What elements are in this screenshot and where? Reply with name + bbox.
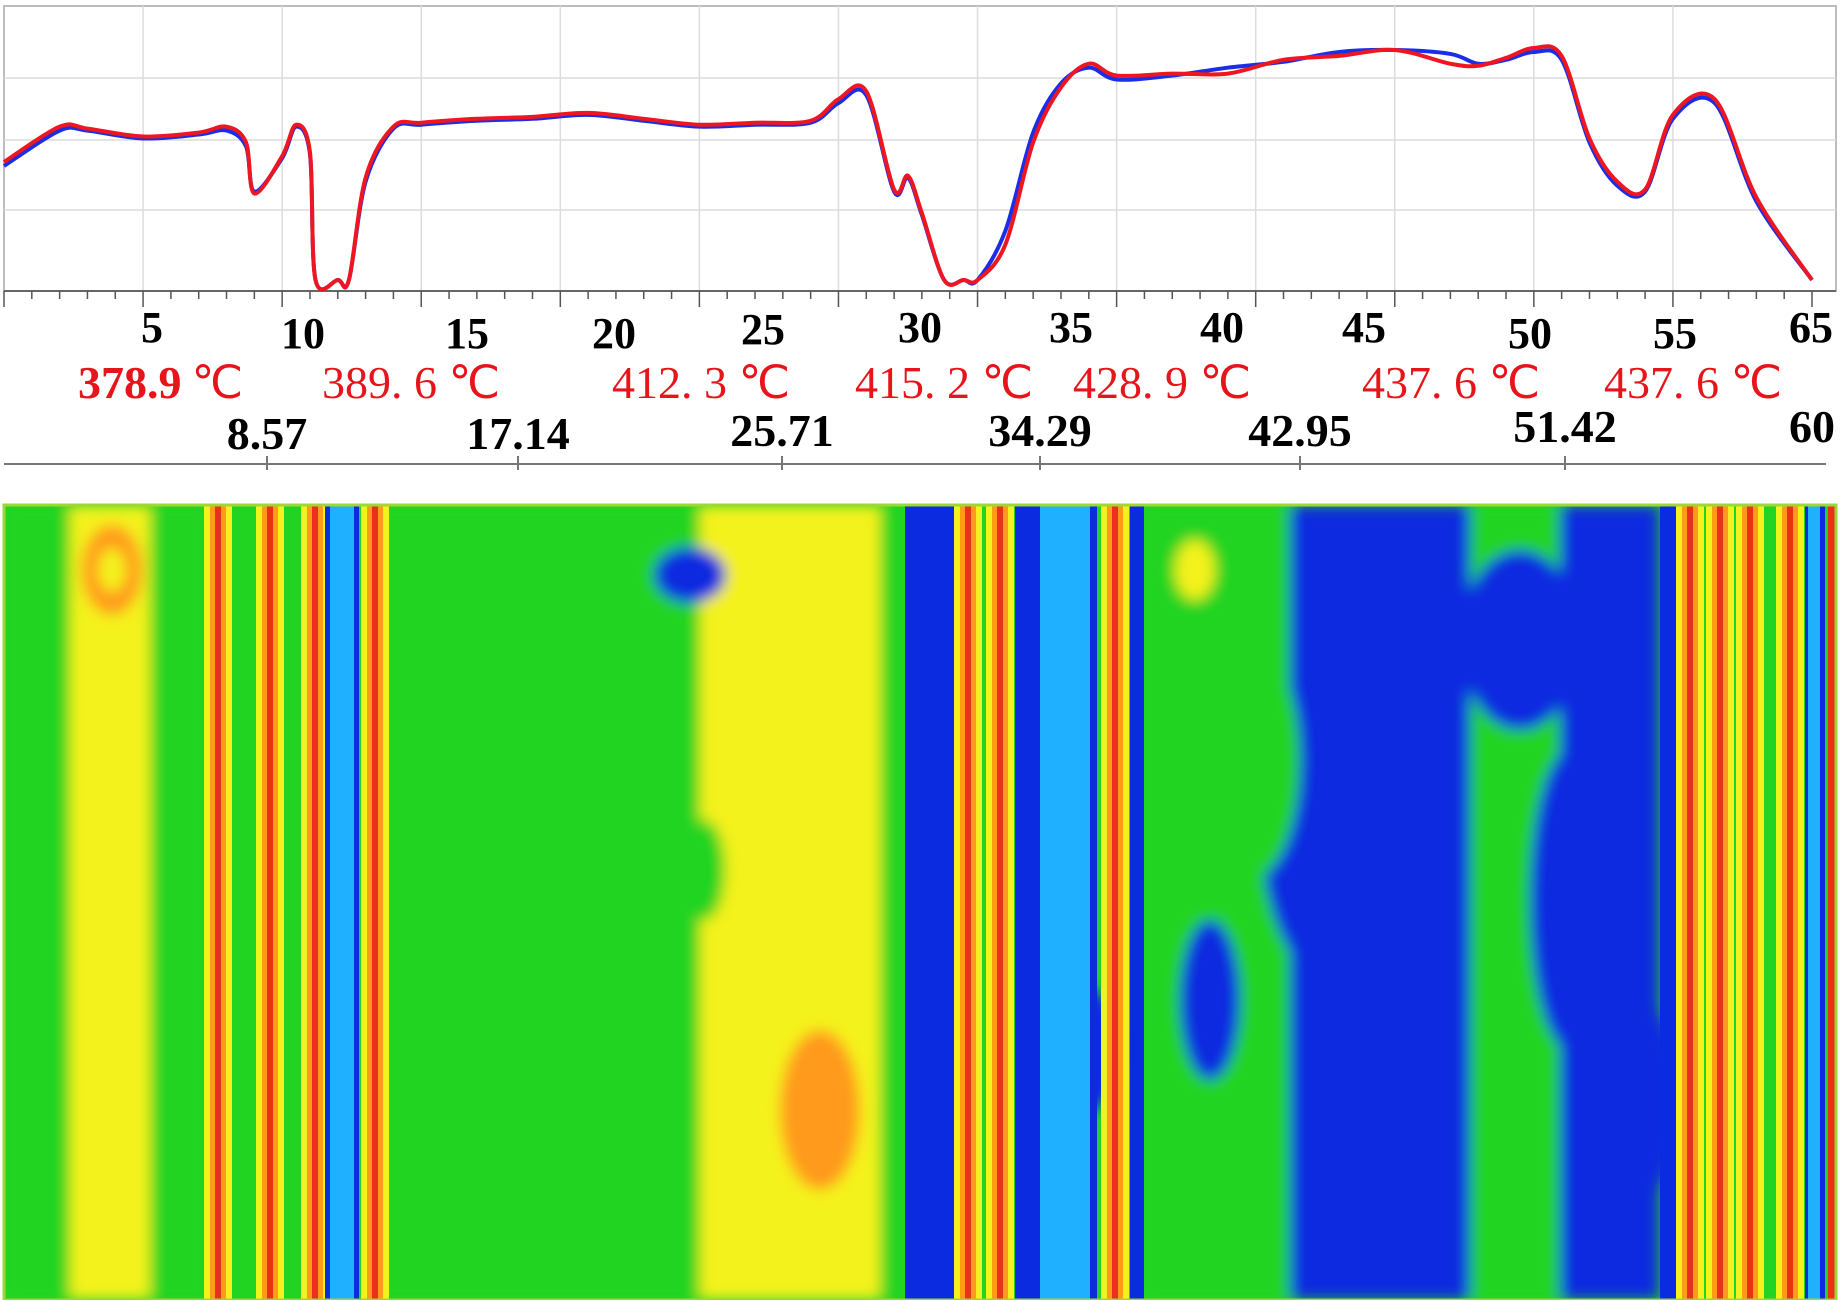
position-label-5: 42.95 bbox=[1248, 405, 1352, 456]
tick-label-65: 65 bbox=[1789, 303, 1833, 352]
tick-label-15: 15 bbox=[445, 309, 489, 358]
tick-label-20: 20 bbox=[592, 309, 636, 358]
tick-label-40: 40 bbox=[1200, 303, 1244, 352]
temperature-label-3: 412. 3 ℃ bbox=[612, 357, 790, 408]
temperature-labels: 378.9 ℃ 389. 6 ℃ 412. 3 ℃ 415. 2 ℃ 428. 9… bbox=[78, 357, 1782, 408]
heatmap-band bbox=[312, 505, 318, 1300]
heatmap-blob bbox=[1340, 940, 1460, 1180]
thermal-heatmap bbox=[4, 505, 1836, 1300]
heatmap-band bbox=[1808, 505, 1820, 1300]
heatmap-region bbox=[70, 505, 150, 1300]
heatmap-region bbox=[700, 505, 880, 1300]
heatmap-band bbox=[215, 505, 221, 1300]
position-label-6: 51.42 bbox=[1513, 401, 1617, 452]
tick-label-10: 10 bbox=[281, 309, 325, 358]
heatmap-band bbox=[1040, 505, 1090, 1300]
heatmap-blob bbox=[1530, 750, 1610, 1050]
temperature-label-6: 437. 6 ℃ bbox=[1362, 357, 1540, 408]
heatmap-band bbox=[1828, 505, 1836, 1300]
tick-label-5: 5 bbox=[141, 303, 163, 352]
heatmap-blob bbox=[654, 547, 726, 603]
temperature-label-5: 428. 9 ℃ bbox=[1073, 357, 1251, 408]
temperature-label-2: 389. 6 ℃ bbox=[322, 357, 500, 408]
heatmap-band bbox=[330, 505, 354, 1300]
series-line-2 bbox=[2, 44, 1814, 292]
heatmap-band bbox=[372, 505, 378, 1300]
tick-label-30: 30 bbox=[898, 303, 942, 352]
position-label-1: 8.57 bbox=[227, 408, 308, 459]
heatmap-band bbox=[965, 505, 971, 1300]
position-scale-ticks bbox=[266, 456, 1566, 470]
tick-label-50: 50 bbox=[1508, 309, 1552, 358]
heatmap-blob bbox=[1180, 920, 1240, 1080]
series-layer bbox=[2, 44, 1814, 292]
tick-label-55: 55 bbox=[1653, 309, 1697, 358]
x-axis-tick-labels: 5 10 15 20 25 30 35 40 45 50 55 65 bbox=[141, 303, 1833, 358]
heatmap-blob bbox=[1460, 550, 1580, 730]
plot-area bbox=[3, 5, 1837, 292]
x-axis-minor-ticks bbox=[3, 291, 1813, 307]
heatmap-blob bbox=[1560, 980, 1680, 1220]
temperature-label-4: 415. 2 ℃ bbox=[855, 357, 1033, 408]
position-label-7: 60 bbox=[1789, 401, 1835, 452]
heatmap-field bbox=[4, 505, 1790, 1300]
heatmap-region bbox=[4, 505, 70, 1300]
tick-label-45: 45 bbox=[1342, 303, 1386, 352]
heatmap-band bbox=[1112, 505, 1118, 1300]
position-scale: 8.57 17.14 25.71 34.29 42.95 51.42 60 bbox=[4, 401, 1835, 470]
heatmap-frame bbox=[2, 503, 1838, 1300]
heatmap-band bbox=[1787, 505, 1793, 1300]
heatmap-region bbox=[880, 505, 905, 1300]
heatmap-blob bbox=[98, 548, 126, 592]
heatmap-band bbox=[267, 505, 273, 1300]
heatmap-bands bbox=[204, 505, 1836, 1300]
heatmap-band bbox=[997, 505, 1003, 1300]
heatmap-blob bbox=[780, 1030, 860, 1190]
temperature-label-1: 378.9 ℃ bbox=[78, 357, 243, 408]
position-label-2: 17.14 bbox=[466, 408, 570, 459]
heatmap-blob bbox=[1200, 640, 1300, 880]
heatmap-band bbox=[1747, 505, 1753, 1300]
tick-label-25: 25 bbox=[741, 305, 785, 354]
heatmap-band bbox=[1660, 505, 1680, 1300]
heatmap-region bbox=[360, 505, 560, 1300]
temperature-unit-1: ℃ bbox=[192, 357, 244, 408]
heatmap-blob bbox=[1175, 540, 1215, 600]
heatmap-blob bbox=[685, 820, 725, 920]
temperature-label-7: 437. 6 ℃ bbox=[1604, 357, 1782, 408]
heatmap-band bbox=[1717, 505, 1723, 1300]
heatmap-band bbox=[1687, 505, 1693, 1300]
position-label-4: 34.29 bbox=[988, 405, 1092, 456]
position-label-3: 25.71 bbox=[730, 405, 834, 456]
temperature-value-1: 378.9 bbox=[78, 357, 182, 408]
temperature-line-chart bbox=[2, 5, 1837, 307]
heatmap-region bbox=[560, 505, 700, 1300]
tick-label-35: 35 bbox=[1049, 303, 1093, 352]
heatmap-band bbox=[905, 505, 955, 1300]
heatmap-region bbox=[1140, 505, 1290, 1300]
heatmap-band bbox=[1130, 505, 1144, 1300]
heatmap-band bbox=[1015, 505, 1033, 1300]
heatmap-region bbox=[150, 505, 210, 1300]
